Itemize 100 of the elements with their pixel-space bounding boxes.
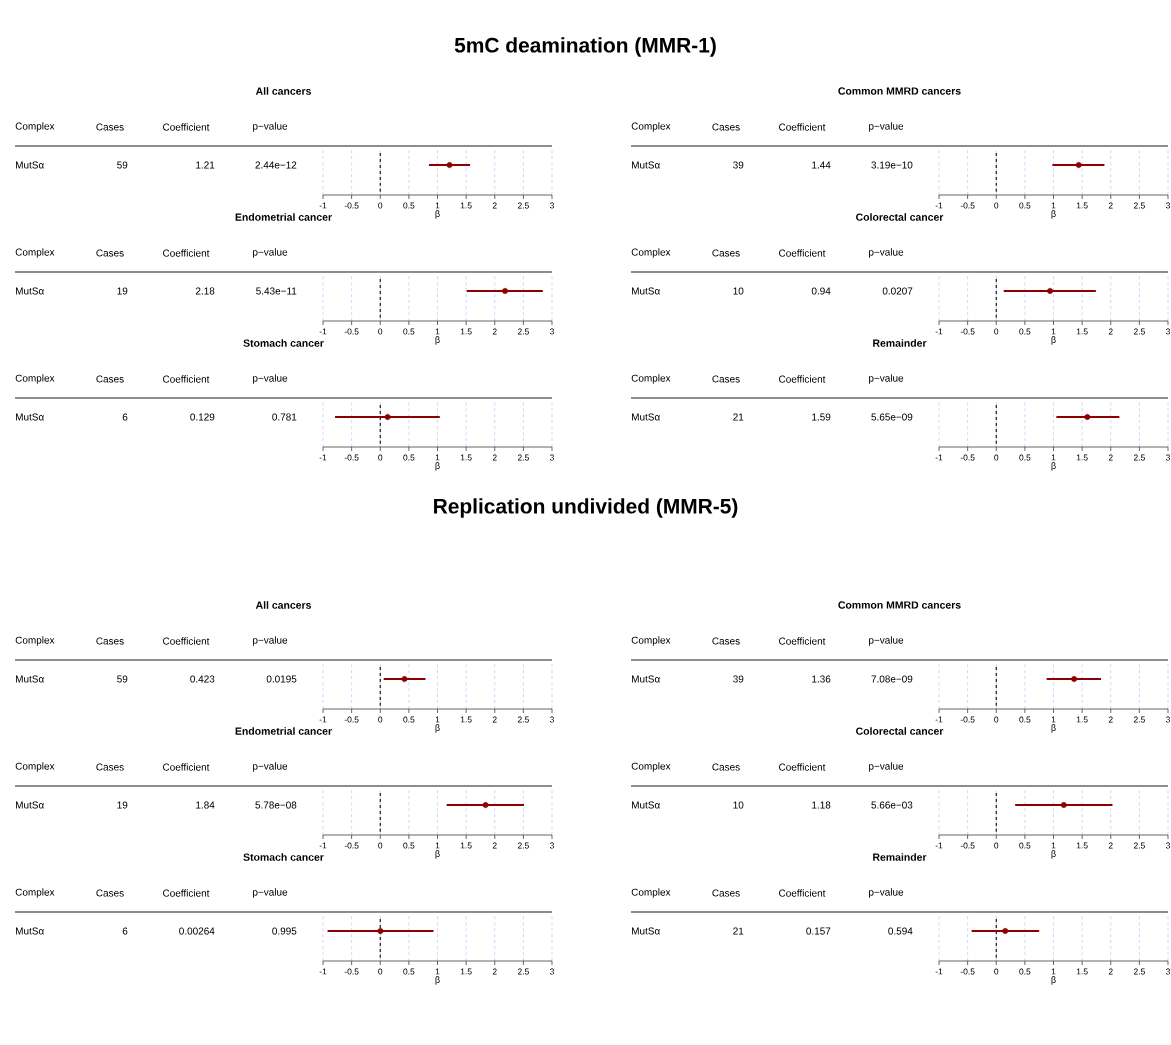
x-tick-label: 1 [1051, 716, 1056, 723]
text: MutSα [632, 161, 660, 169]
text: Coefficient [779, 763, 826, 771]
chart-title: Colorectal cancer [856, 213, 944, 221]
x-tick-label: 2 [1108, 968, 1113, 975]
text: MutSα [16, 287, 44, 295]
x-tick-label: -0.5 [344, 716, 359, 723]
text: p−value [253, 636, 288, 646]
text: Complex [631, 122, 671, 132]
text: 1.84 [196, 801, 215, 809]
x-tick-label: -1 [935, 968, 943, 975]
x-tick-label: 2.5 [1133, 202, 1145, 209]
x-tick-label: 0.5 [403, 328, 415, 335]
text: Complex [631, 248, 671, 258]
x-tick-label: 2.5 [1133, 968, 1145, 975]
chart-title: Stomach cancer [243, 339, 324, 347]
x-tick-label: 1.5 [1076, 842, 1088, 849]
x-tick-label: 2.5 [517, 454, 529, 461]
x-tick-label: 0 [378, 454, 383, 461]
x-tick-label: 3 [549, 968, 554, 975]
text: Cases [96, 637, 124, 645]
x-tick-label: 3 [549, 716, 554, 723]
text: MutSα [16, 675, 44, 683]
x-tick-label: -1 [935, 716, 943, 723]
text: p−value [869, 888, 904, 898]
text: 1.36 [812, 675, 831, 683]
x-tick-label: 1.5 [460, 842, 472, 849]
text: 0.423 [190, 675, 215, 683]
x-tick-label: 2 [1108, 716, 1113, 723]
x-axis-title: β [1051, 976, 1056, 985]
x-tick-label: 1 [435, 328, 440, 335]
chart-title: Endometrial cancer [235, 213, 332, 221]
x-tick-label: 2 [492, 968, 497, 975]
x-tick-label: 2 [1108, 202, 1113, 209]
text: 10 [733, 801, 744, 809]
text: Cases [712, 249, 740, 257]
text: p−value [869, 374, 904, 384]
x-axis-title: β [435, 850, 440, 859]
text: 0.157 [806, 927, 831, 935]
x-tick-label: 0 [994, 454, 999, 461]
x-tick-label: 0.5 [1019, 968, 1031, 975]
x-tick-label: 1 [1051, 202, 1056, 209]
text: 2.44e−12 [255, 161, 297, 169]
x-tick-label: 2 [492, 454, 497, 461]
x-tick-label: 0.5 [403, 454, 415, 461]
text: MutSα [16, 161, 44, 169]
x-tick-label: 3 [1165, 716, 1170, 723]
x-tick-label: -0.5 [344, 968, 359, 975]
x-tick-label: 1 [1051, 328, 1056, 335]
x-axis-title: β [435, 462, 440, 471]
x-tick-label: 0 [378, 842, 383, 849]
x-tick-label: 1 [435, 842, 440, 849]
x-axis-title: β [1051, 336, 1056, 345]
x-tick-label: 2.5 [517, 202, 529, 209]
x-tick-label: 0.5 [1019, 716, 1031, 723]
x-tick-label: 0 [994, 328, 999, 335]
chart-title: Remainder [873, 853, 927, 861]
x-tick-label: -0.5 [960, 968, 975, 975]
text: MutSα [632, 413, 660, 421]
text: 21 [733, 413, 744, 421]
x-tick-label: 3 [549, 202, 554, 209]
x-tick-label: 0.5 [403, 716, 415, 723]
x-tick-label: 2.5 [1133, 328, 1145, 335]
text: Coefficient [163, 763, 210, 771]
text: 59 [117, 675, 128, 683]
text: p−value [869, 122, 904, 132]
text: p−value [253, 762, 288, 772]
text: 39 [733, 161, 744, 169]
x-tick-label: 0 [994, 842, 999, 849]
text: p−value [253, 122, 288, 132]
text: p−value [253, 248, 288, 258]
text: MutSα [632, 287, 660, 295]
x-tick-label: 2 [492, 716, 497, 723]
text: MutSα [16, 413, 44, 421]
x-tick-label: 2.5 [517, 968, 529, 975]
text: Complex [631, 374, 671, 384]
x-tick-label: 2 [492, 842, 497, 849]
text: 0.0195 [266, 675, 297, 683]
text: Coefficient [779, 889, 826, 897]
text: Coefficient [779, 375, 826, 383]
text: Coefficient [779, 637, 826, 645]
x-tick-label: 1.5 [460, 454, 472, 461]
x-tick-label: 2.5 [1133, 842, 1145, 849]
text: MutSα [16, 927, 44, 935]
x-tick-label: 3 [549, 454, 554, 461]
text: Complex [15, 762, 55, 772]
text: p−value [869, 636, 904, 646]
text: MutSα [632, 675, 660, 683]
x-tick-label: 2.5 [1133, 454, 1145, 461]
text: p−value [253, 888, 288, 898]
text: 1.21 [196, 161, 215, 169]
text: MutSα [16, 801, 44, 809]
x-tick-label: -1 [935, 842, 943, 849]
x-tick-label: 1.5 [1076, 328, 1088, 335]
text: 39 [733, 675, 744, 683]
x-tick-label: 1 [1051, 454, 1056, 461]
x-tick-label: 2.5 [517, 842, 529, 849]
text: 3.19e−10 [871, 161, 913, 169]
text: 0.00264 [179, 927, 215, 935]
text: Cases [712, 637, 740, 645]
